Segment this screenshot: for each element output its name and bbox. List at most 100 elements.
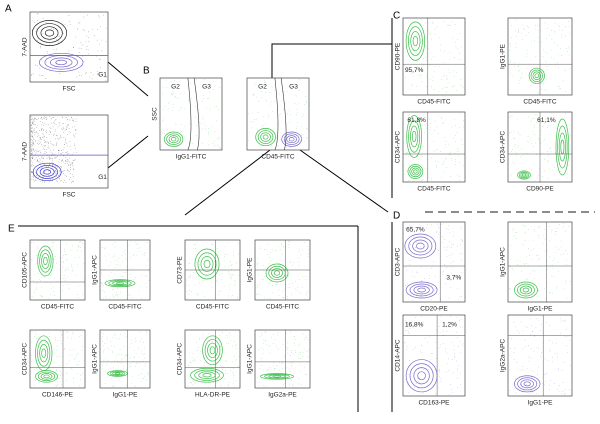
event-dot	[421, 236, 422, 237]
event-dot	[198, 109, 199, 110]
event-dot	[65, 157, 66, 158]
event-dot	[70, 120, 71, 121]
event-dot	[50, 158, 51, 159]
event-dot	[31, 149, 32, 150]
event-dot	[56, 49, 57, 50]
percentage-label: 61,1%	[537, 117, 556, 124]
event-dot	[97, 40, 98, 41]
event-dot	[536, 318, 537, 319]
event-dot	[126, 269, 127, 270]
event-dot	[293, 262, 294, 263]
event-dot	[555, 234, 556, 235]
event-dot	[141, 373, 142, 374]
plot: CD45-FITCIgG1-APC	[92, 240, 150, 311]
event-dot	[37, 119, 38, 120]
event-dot	[39, 162, 40, 163]
event-dot	[277, 335, 278, 336]
event-dot	[276, 345, 277, 346]
event-dot	[70, 250, 71, 251]
event-dot	[79, 257, 80, 258]
event-dot	[230, 370, 231, 371]
event-dot	[75, 159, 76, 160]
event-dot	[281, 243, 282, 244]
event-dot	[80, 22, 81, 23]
event-dot	[37, 143, 38, 144]
event-dot	[438, 388, 439, 389]
event-dot	[550, 134, 551, 135]
event-dot	[32, 157, 33, 158]
event-dot	[69, 128, 70, 129]
event-dot	[440, 50, 441, 51]
event-dot	[417, 272, 418, 273]
event-dot	[61, 371, 62, 372]
event-dot	[432, 285, 433, 286]
event-dot	[293, 360, 294, 361]
event-dot	[164, 130, 165, 131]
event-dot	[413, 373, 414, 374]
event-dot	[417, 153, 418, 154]
event-dot	[112, 386, 113, 387]
event-dot	[532, 131, 533, 132]
event-dot	[57, 156, 58, 157]
event-dot	[449, 298, 450, 299]
event-dot	[436, 342, 437, 343]
event-dot	[199, 338, 200, 339]
event-dot	[102, 365, 103, 366]
event-dot	[171, 93, 172, 94]
event-dot	[522, 39, 523, 40]
event-dot	[59, 365, 60, 366]
plot: IgG1-PEIgG2a-APC	[500, 315, 572, 407]
event-dot	[190, 143, 191, 144]
event-dot	[440, 347, 441, 348]
event-dot	[299, 79, 300, 80]
event-dot	[461, 139, 462, 140]
event-dot	[46, 119, 47, 120]
event-dot	[219, 147, 220, 148]
event-dot	[66, 161, 67, 162]
event-dot	[261, 127, 262, 128]
event-dot	[109, 350, 110, 351]
event-dot	[545, 23, 546, 24]
event-dot	[455, 135, 456, 136]
event-dot	[64, 348, 65, 349]
event-dot	[214, 261, 215, 262]
plot-frame	[30, 115, 108, 188]
event-dot	[58, 374, 59, 375]
event-dot	[425, 251, 426, 252]
event-dot	[526, 50, 527, 51]
event-dot	[537, 347, 538, 348]
event-dot	[73, 169, 74, 170]
event-dot	[195, 383, 196, 384]
event-dot	[424, 168, 425, 169]
event-dot	[559, 25, 560, 26]
event-dot	[457, 246, 458, 247]
event-dot	[413, 76, 414, 77]
event-dot	[40, 142, 41, 143]
event-dot	[42, 269, 43, 270]
event-dot	[75, 37, 76, 38]
event-dot	[68, 124, 69, 125]
event-dot	[445, 158, 446, 159]
event-dot	[42, 75, 43, 76]
event-dot	[186, 280, 187, 281]
event-dot	[116, 264, 117, 265]
event-dot	[73, 334, 74, 335]
event-dot	[79, 361, 80, 362]
event-dot	[48, 124, 49, 125]
event-dot	[189, 290, 190, 291]
event-dot	[457, 39, 458, 40]
event-dot	[441, 177, 442, 178]
event-dot	[448, 358, 449, 359]
event-dot	[168, 109, 169, 110]
event-dot	[68, 120, 69, 121]
event-dot	[202, 282, 203, 283]
event-dot	[283, 297, 284, 298]
event-dot	[277, 332, 278, 333]
event-dot	[533, 146, 534, 147]
event-dot	[140, 331, 141, 332]
event-dot	[296, 109, 297, 110]
event-dot	[282, 254, 283, 255]
event-dot	[278, 246, 279, 247]
x-axis-label: CD45-FITC	[108, 304, 142, 311]
event-dot	[78, 245, 79, 246]
